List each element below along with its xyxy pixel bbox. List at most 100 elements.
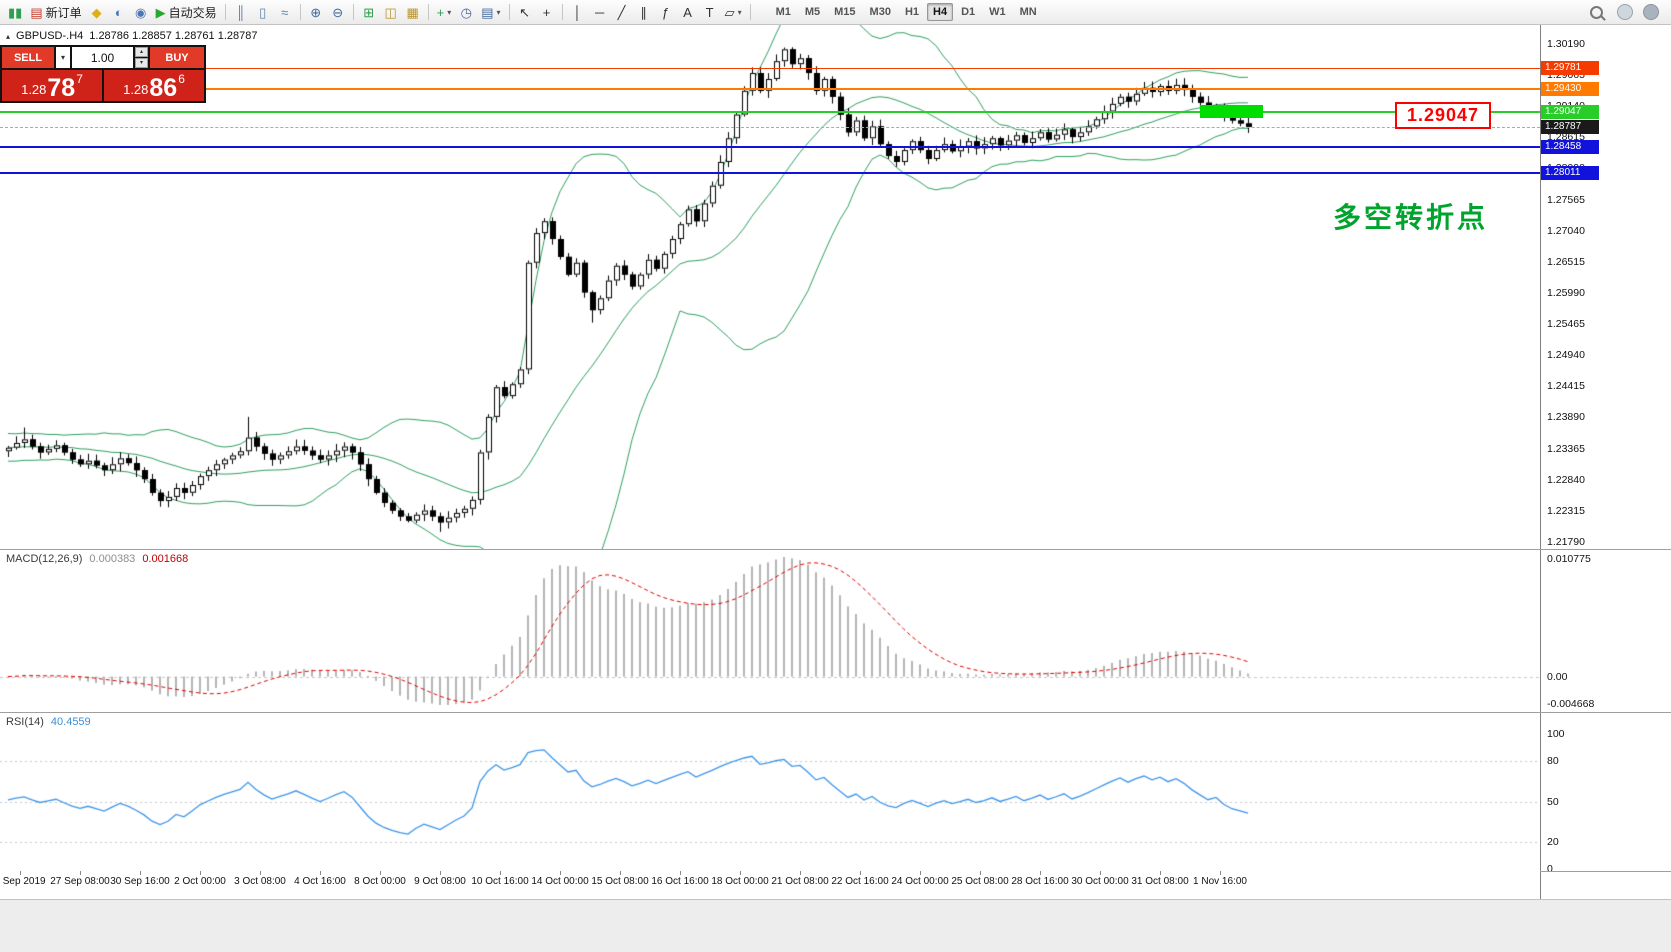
horizontal-line-1.29047[interactable]	[0, 110, 1540, 113]
new-chart-button[interactable]: + ▾	[433, 2, 456, 22]
fibonacci-icon[interactable]: ƒ	[655, 2, 677, 22]
new-chart-icon: +	[436, 4, 445, 20]
current-price-badge: 1.28787	[1541, 120, 1599, 135]
time-axis-label: 3 Oct 08:00	[234, 876, 286, 887]
autotrading-button[interactable]: ▶ 自动交易	[152, 2, 221, 22]
templates-icon[interactable]: ▤ ▾	[477, 2, 504, 22]
chart-window-icon[interactable]: ◐	[108, 2, 130, 22]
horizontal-line-icon[interactable]: ─	[589, 2, 611, 22]
time-axis-label: 9 Oct 08:00	[414, 876, 466, 887]
profiles-icon[interactable]: ◆	[86, 2, 108, 22]
toolbar-separator	[508, 4, 510, 20]
buy-price-main: 1.28	[123, 82, 149, 97]
account-icon[interactable]	[1643, 4, 1659, 20]
price-axis[interactable]: 1.301901.296651.291401.286151.280901.275…	[1540, 25, 1671, 899]
sell-price-main: 1.28	[21, 82, 47, 97]
crosshair-icon[interactable]: +	[536, 2, 558, 22]
note-annotation[interactable]: 多空转折点	[1333, 202, 1489, 233]
label-icon[interactable]: T	[699, 2, 721, 22]
toolbar-right-group	[1585, 2, 1667, 22]
timeframe-m5-button[interactable]: M5	[799, 3, 826, 21]
time-axis-label: 25 Oct 08:00	[951, 876, 1009, 887]
price-tick-label: 1.21790	[1547, 535, 1585, 548]
horizontal-line-1.28011[interactable]	[0, 172, 1540, 175]
buy-button[interactable]: BUY	[150, 47, 204, 68]
time-tick	[200, 871, 201, 875]
crosshair-icon: +	[542, 4, 551, 20]
horizontal-line-1.29430[interactable]	[0, 88, 1540, 91]
grid-icon[interactable]: ⊞	[358, 2, 380, 22]
horizontal-line-icon: ─	[594, 4, 605, 20]
timeframe-m30-button[interactable]: M30	[864, 3, 897, 21]
search-button[interactable]	[1585, 2, 1607, 22]
macd-pane-canvas[interactable]	[0, 549, 1540, 712]
timeframe-w1-button[interactable]: W1	[983, 3, 1012, 21]
toolbar-separator	[427, 4, 429, 20]
price-level-badge: 1.29047	[1541, 104, 1599, 119]
community-icon[interactable]: ◉	[130, 2, 152, 22]
sell-price-sup: 7	[76, 72, 83, 86]
text-icon[interactable]: A	[677, 2, 699, 22]
new-order-icon: ▤	[30, 4, 43, 20]
buy-price-sup: 6	[178, 72, 185, 86]
macd-tick-label: -0.004668	[1547, 698, 1595, 710]
period-icon[interactable]: ◷	[455, 2, 477, 22]
timeframe-d1-button[interactable]: D1	[955, 3, 981, 21]
shapes-icon[interactable]: ▱ ▾	[721, 2, 746, 22]
toolbar-left-group: ▮▮ ▤ 新订单 ◆ ◐ ◉ ▶ 自动交易 ║ ▯ ≈ ⊕ ⊖ ⊞ ◫ ▦ + ▾ ◷ ▤ ▾ ↖ + │ ─ ╱ ∥ ƒ A T ▱ ▾	[4, 2, 755, 22]
bottom-strip	[0, 899, 1671, 952]
zoom-in-icon[interactable]: ⊕	[305, 2, 327, 22]
bar-chart-icon[interactable]: ║	[230, 2, 252, 22]
buy-price[interactable]: 1.28 86 6	[104, 70, 204, 101]
cursor-icon: ↖	[519, 4, 531, 20]
tile-windows-icon[interactable]: ◫	[380, 2, 402, 22]
price-level-badge: 1.29430	[1541, 82, 1599, 97]
time-axis-label: 21 Oct 08:00	[771, 876, 829, 887]
volume-increase-button[interactable]: ▴	[135, 47, 148, 57]
price-tick-label: 1.22315	[1547, 504, 1585, 517]
timeframe-h1-button[interactable]: H1	[899, 3, 925, 21]
horizontal-line-1.29781[interactable]	[0, 67, 1540, 69]
vertical-line-icon[interactable]: │	[567, 2, 589, 22]
price-callout[interactable]: 1.29047	[1395, 102, 1492, 129]
dropdown-caret-icon: ▾	[496, 7, 501, 17]
cascade-windows-icon[interactable]: ▦	[402, 2, 424, 22]
sell-button[interactable]: SELL	[2, 47, 54, 68]
trendline-icon[interactable]: ╱	[611, 2, 633, 22]
timeframe-h4-button[interactable]: H4	[927, 3, 954, 21]
highlight-rect[interactable]	[1200, 105, 1263, 119]
timeframe-mn-button[interactable]: MN	[1014, 3, 1043, 21]
notifications-icon[interactable]	[1617, 4, 1633, 20]
volume-dropdown[interactable]: ▾	[56, 47, 70, 68]
time-tick	[980, 871, 981, 875]
volume-decrease-button[interactable]: ▾	[135, 58, 148, 68]
volume-input[interactable]: 1.00	[72, 47, 133, 68]
timeframe-m15-button[interactable]: M15	[828, 3, 861, 21]
rsi-pane-canvas[interactable]	[0, 712, 1540, 871]
time-axis-label: 8 Oct 00:00	[354, 876, 406, 887]
toolbar-separator	[299, 4, 301, 20]
chart-symbol: GBPUSD-.H4	[16, 30, 84, 42]
rsi-tick-label: 80	[1547, 755, 1559, 767]
main-chart-canvas[interactable]	[0, 25, 1540, 549]
cursor-icon[interactable]: ↖	[514, 2, 536, 22]
macd-value: 0.000383	[89, 553, 136, 565]
candle-chart-icon[interactable]: ▯	[252, 2, 274, 22]
line-chart-icon[interactable]: ≈	[274, 2, 296, 22]
trade-panel-prices: 1.28 78 7 1.28 86 6	[2, 70, 204, 101]
zoom-out-icon[interactable]: ⊖	[327, 2, 349, 22]
new-order-button[interactable]: ▤ 新订单	[26, 2, 85, 22]
sell-price[interactable]: 1.28 78 7	[2, 70, 102, 101]
channel-icon[interactable]: ∥	[633, 2, 655, 22]
trendline-icon: ╱	[617, 4, 626, 20]
timeframe-m1-button[interactable]: M1	[770, 3, 797, 21]
pane-separator[interactable]	[0, 712, 1671, 713]
time-tick	[860, 871, 861, 875]
horizontal-line-1.28458[interactable]	[0, 145, 1540, 148]
terminal-icon[interactable]: ▮▮	[4, 2, 26, 22]
pane-separator[interactable]	[0, 549, 1671, 550]
price-tick-label: 1.24940	[1547, 349, 1585, 362]
volume-spinner: ▴ ▾	[135, 47, 148, 68]
search-icon	[1589, 5, 1603, 19]
